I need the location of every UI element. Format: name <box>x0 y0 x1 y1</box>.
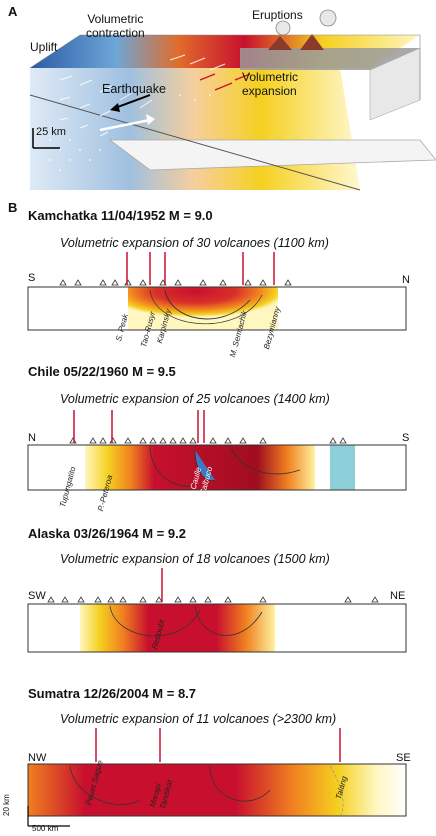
direction-right-sumatra: SE <box>396 752 411 764</box>
section-title-chile: Chile 05/22/1960 M = 9.5 <box>28 364 176 379</box>
volcano-label-tao-rusyr: Tao-Rusyr <box>139 310 158 349</box>
volcano-label-s-peak: S. Peak <box>114 312 130 343</box>
label-uplift: Uplift <box>30 40 58 54</box>
direction-left-chile: N <box>28 432 36 444</box>
subducting-slab <box>108 139 436 171</box>
volcano-label-bezymianny: Bezymianny <box>262 305 282 351</box>
scale-label-horizontal: 500 km <box>32 824 59 833</box>
volcano-label-m-semiachik: M. Semiachik <box>228 309 250 359</box>
section-subtitle-sumatra: Volumetric expansion of 11 volcanoes (>2… <box>60 712 337 726</box>
label-volumetric-contraction: Volumetric contraction <box>86 12 145 40</box>
section-title-sumatra: Sumatra 12/26/2004 M = 8.7 <box>28 686 197 701</box>
section-title-kamchatka: Kamchatka 11/04/1952 M = 9.0 <box>28 208 213 223</box>
direction-left-sumatra: NW <box>28 752 47 764</box>
volcano-label-karpinsky: Karpinsky <box>155 308 173 345</box>
volcano-label-tupungatito: Tupungatito <box>58 465 78 509</box>
label-volumetric-expansion: Volumetric expansion <box>242 70 299 98</box>
section-subtitle-chile: Volumetric expansion of 25 volcanoes (14… <box>60 392 330 406</box>
eruption-plume-2 <box>319 9 337 27</box>
panel-a-diagram <box>29 9 436 191</box>
section-subtitle-alaska: Volumetric expansion of 18 volcanoes (15… <box>60 552 330 566</box>
panel-a-letter: A <box>8 4 18 19</box>
label-earthquake: Earthquake <box>102 82 166 96</box>
expansion-arrows <box>199 73 251 91</box>
direction-right-kamchatka: N <box>402 274 410 286</box>
direction-right-alaska: NE <box>390 590 406 602</box>
earthquake-arrow-upper <box>114 94 151 109</box>
earthquake-arrow-lower <box>99 118 151 132</box>
direction-left-kamchatka: S <box>28 272 36 284</box>
eruption-plume-1 <box>275 20 291 36</box>
volcano-label-peuet-sague: Peuet Sague <box>84 759 105 807</box>
block-front-face <box>30 68 360 190</box>
section-title-alaska: Alaska 03/26/1964 M = 9.2 <box>28 526 186 541</box>
section-subtitle-kamchatka: Volumetric expansion of 30 volcanoes (11… <box>60 236 329 250</box>
volcano-label-p-peteroa: P.-Peteroa <box>96 474 115 513</box>
volcano-cone-2 <box>300 34 324 50</box>
volcano-label-redoubt: Redoubt <box>150 618 167 651</box>
label-scale-25km: 25 km <box>36 126 66 138</box>
label-eruptions: Eruptions <box>252 8 303 22</box>
panel-b-letter: B <box>8 200 18 215</box>
scale-label-vertical: 20 km <box>2 794 11 816</box>
volcano-cone-1 <box>268 36 292 50</box>
deformation-arrows <box>59 54 226 137</box>
direction-right-chile: S <box>402 432 410 444</box>
volcano-label-talang: Talang <box>334 775 349 801</box>
direction-left-alaska: SW <box>28 590 46 602</box>
crust-layer <box>240 48 420 70</box>
